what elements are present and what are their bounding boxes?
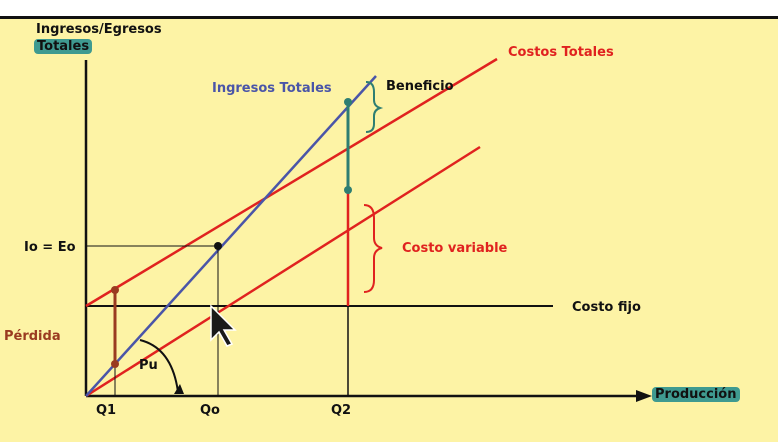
y-axis-label-line2-text: Totales xyxy=(34,39,93,54)
perdida-point-top xyxy=(111,286,119,294)
beneficio-point-top xyxy=(344,98,352,106)
io-eo-label: Io = Eo xyxy=(24,240,76,255)
costo-variable-label: Costo variable xyxy=(402,241,508,256)
y-axis-label-line1: Ingresos/Egresos xyxy=(36,22,162,37)
top-frame-bar xyxy=(0,0,778,19)
qo-tick-label: Qo xyxy=(200,403,220,418)
beneficio-point-bottom xyxy=(344,186,352,194)
mouse-pointer-icon xyxy=(210,304,237,347)
x-axis-label-text: Producción xyxy=(652,387,740,402)
costo-variable-brace xyxy=(363,204,383,293)
ingresos-totales-line xyxy=(85,75,377,397)
x-axis-arrowhead xyxy=(636,390,652,402)
perdida-point-bottom xyxy=(111,360,119,368)
ingresos-totales-label: Ingresos Totales xyxy=(212,81,332,96)
y-axis-label-line2: Totales xyxy=(34,39,93,54)
break-even-point xyxy=(214,242,222,250)
pu-label: Pu xyxy=(139,358,158,373)
costos-totales-line xyxy=(85,57,498,308)
pu-arc-arrowhead xyxy=(174,384,184,394)
pu-angle-arc xyxy=(139,339,179,393)
costos-totales-label: Costos Totales xyxy=(508,45,614,60)
perdida-label: Pérdida xyxy=(4,329,61,344)
costo-fijo-label: Costo fijo xyxy=(572,300,641,315)
beneficio-label: Beneficio xyxy=(386,79,454,94)
x-axis-label: Producción xyxy=(652,387,740,402)
costo-variable-line xyxy=(85,145,481,398)
q1-tick-label: Q1 xyxy=(96,403,117,418)
q2-tick-label: Q2 xyxy=(331,403,352,418)
beneficio-brace xyxy=(365,81,384,133)
